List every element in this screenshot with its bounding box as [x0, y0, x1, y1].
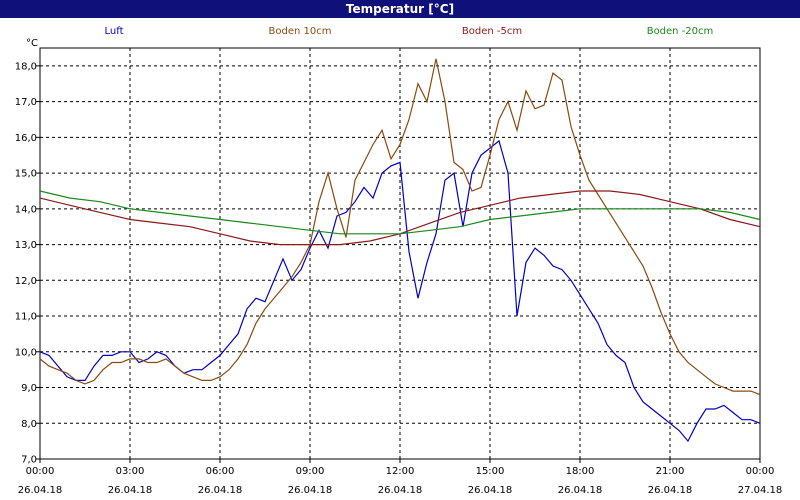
x-tick-date: 26.04.18 [558, 485, 603, 496]
x-tick-date: 26.04.18 [108, 485, 153, 496]
temperature-chart: Luft Boden 10cm Boden -5cm Boden -20cm °C 7… [15, 26, 783, 496]
x-tick-date: 26.04.18 [18, 485, 63, 496]
x-tick-date: 26.04.18 [378, 485, 423, 496]
y-tick-label: 17,0 [15, 97, 37, 108]
x-tick-time: 00:00 [746, 466, 775, 477]
x-tick-time: 21:00 [656, 466, 685, 477]
x-tick-date: 26.04.18 [648, 485, 693, 496]
y-tick-label: 12,0 [15, 276, 37, 287]
chart-title: Temperatur [°C] [0, 0, 800, 18]
legend: Luft Boden 10cm Boden -5cm Boden -20cm [105, 26, 714, 37]
y-axis-label: °C [26, 38, 38, 49]
x-tick-time: 18:00 [566, 466, 595, 477]
y-tick-label: 7,0 [21, 455, 37, 466]
x-axis: 00:00 26.04.18 03:00 26.04.18 06:00 26.04.18 0… [18, 459, 783, 496]
legend-entry: Luft [105, 26, 124, 37]
x-tick-time: 15:00 [476, 466, 505, 477]
x-tick-time: 00:00 [26, 466, 55, 477]
legend-entry: Boden -20cm [647, 26, 714, 37]
x-tick-time: 09:00 [296, 466, 325, 477]
x-tick-time: 06:00 [206, 466, 235, 477]
legend-entry: Boden 10cm [269, 26, 332, 37]
series-line-1 [39, 58, 761, 396]
x-tick-date: 26.04.18 [468, 485, 513, 496]
y-tick-label: 9,0 [21, 383, 37, 394]
y-tick-label: 8,0 [21, 419, 37, 430]
y-tick-label: 16,0 [15, 133, 37, 144]
y-tick-label: 18,0 [15, 61, 37, 72]
y-tick-label: 11,0 [15, 312, 37, 323]
x-tick-time: 03:00 [116, 466, 145, 477]
y-tick-label: 15,0 [15, 169, 37, 180]
x-tick-date: 26.04.18 [198, 485, 243, 496]
series-group [39, 58, 761, 443]
x-tick-date: 26.04.18 [288, 485, 333, 496]
y-tick-label: 13,0 [15, 240, 37, 251]
series-line-3 [39, 190, 761, 235]
y-tick-label: 14,0 [15, 204, 37, 215]
series-line-0 [39, 139, 761, 443]
y-axis: 7,0 8,0 9,0 10,0 11,0 12,0 13,0 14,0 15,0 16,0 17,… [15, 61, 40, 466]
x-tick-date: 27.04.18 [738, 485, 783, 496]
legend-entry: Boden -5cm [462, 26, 522, 37]
x-tick-time: 12:00 [386, 466, 415, 477]
y-tick-label: 10,0 [15, 347, 37, 358]
